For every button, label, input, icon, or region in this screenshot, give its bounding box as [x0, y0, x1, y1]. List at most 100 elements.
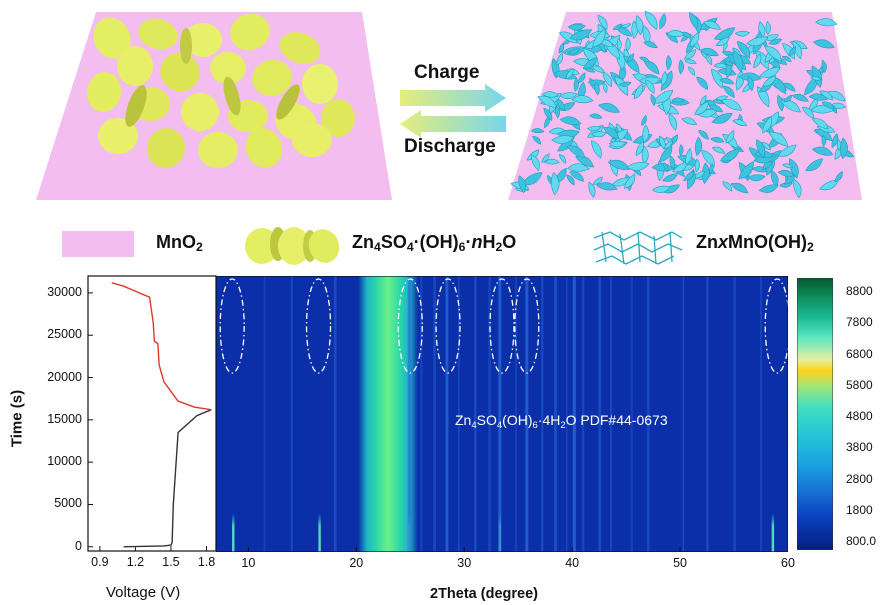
nanosheet-flake	[687, 66, 696, 76]
heatmap-faint-line	[733, 276, 737, 552]
nanosheet-legend-icon	[593, 231, 683, 265]
charge-curve	[111, 282, 212, 411]
heatmap-faint-line	[582, 276, 585, 552]
nanosheet-flake	[762, 75, 777, 87]
nanosheet-flake	[592, 176, 603, 185]
two-theta-tick-label: 50	[673, 556, 688, 570]
nanosheet-flake	[792, 40, 802, 60]
nanosheet-flake	[650, 94, 656, 107]
nanosheet-flake	[810, 76, 822, 81]
nanosheet-flake	[746, 36, 769, 47]
voltage-tick-label: 0.9	[91, 555, 109, 569]
heatmap-faint-line	[646, 276, 650, 552]
nanosheet-flake	[541, 153, 550, 163]
discharge-curve	[123, 409, 212, 548]
nanosheet-flake	[689, 31, 700, 48]
nanosheet-flake	[813, 39, 835, 49]
nanosheet-flake	[703, 20, 722, 30]
time-tick-label: 10000	[47, 454, 82, 469]
nanosheet-flake	[685, 148, 693, 166]
nanosheet-flake	[623, 173, 636, 189]
nanosheet-flake	[582, 56, 598, 70]
nanosheet-flake	[770, 76, 787, 95]
nanosheet-flake	[683, 49, 697, 60]
nanosheet-flake	[661, 71, 668, 87]
heatmap-faint-line	[760, 276, 762, 552]
nanosheet-flake	[784, 174, 796, 185]
nanosheet-flake	[738, 72, 762, 81]
nanosheet-flake	[730, 182, 749, 194]
nanosheet-flake	[732, 50, 744, 73]
nanosheet-flake	[668, 113, 678, 131]
nanosheet-flake	[551, 135, 575, 144]
colorbar-tick-label: 800.0	[846, 534, 877, 548]
nanosheet-flake	[719, 77, 735, 85]
nanosheet-flake	[559, 154, 567, 164]
heatmap-peak-line	[771, 466, 775, 552]
nanosheet-flake	[602, 126, 620, 140]
zn-sulfate-hydroxide-platelets	[86, 13, 355, 168]
nanosheet-flake	[626, 162, 650, 171]
time-tick-label: 25000	[47, 327, 82, 342]
nanosheet-flake	[662, 140, 673, 149]
nanosheet-flake	[734, 30, 750, 37]
nanosheet-flake	[589, 113, 603, 119]
heatmap-faint-line	[263, 276, 266, 552]
nanosheet-flake	[559, 31, 578, 44]
heatmap-faint-line	[682, 276, 685, 552]
nanosheet-flake	[721, 98, 743, 111]
nanosheet-flake	[618, 81, 632, 87]
nanosheet-flake	[732, 119, 748, 127]
nanosheet-flake	[793, 179, 802, 199]
nanosheet-flake	[566, 174, 575, 186]
nanosheet-flake	[812, 118, 829, 130]
nanosheet-flake	[577, 72, 586, 84]
nanosheet-flake	[808, 93, 829, 101]
nanosheet-flake	[544, 116, 550, 129]
nanosheet-flake	[709, 163, 714, 175]
voltage-plot-frame	[87, 275, 217, 552]
heatmap-faint-line	[515, 276, 517, 552]
two-theta-axis-label: 2Theta (degree)	[430, 586, 538, 602]
dashed-peak-ellipse	[514, 278, 540, 374]
dashed-peak-ellipse	[305, 278, 332, 374]
nanosheet-flake	[569, 29, 592, 41]
colorbar-gradient	[797, 278, 833, 550]
two-theta-tick-label: 60	[781, 556, 795, 570]
nanosheet-flake	[592, 29, 606, 48]
nanosheet-flake	[532, 135, 542, 145]
colorbar	[797, 278, 833, 550]
nanosheet-flake	[768, 38, 783, 45]
nanosheet-flake	[568, 48, 580, 55]
colorbar-tick-label: 6800	[846, 346, 873, 361]
nanosheet-flake	[643, 41, 658, 48]
nanosheet-flake	[526, 149, 540, 161]
nanosheet-flake	[608, 159, 630, 170]
nanosheet-flake	[711, 146, 726, 154]
heatmap-band-line	[498, 276, 502, 552]
nanosheet-flake	[679, 144, 684, 157]
time-tick-label: 0	[75, 538, 82, 553]
heatmap-faint-line	[333, 276, 337, 552]
nanosheet-flake	[531, 154, 540, 172]
heatmap-band-line	[572, 276, 576, 552]
nanosheet-flake	[639, 56, 650, 63]
dashed-peak-ellipse	[764, 278, 788, 374]
heatmap-band-line	[525, 276, 529, 552]
in-situ-xrd-heatmap	[216, 276, 788, 552]
nanosheet-flake	[663, 162, 669, 173]
nanosheet-flake	[699, 95, 707, 106]
nanosheet-flake	[683, 170, 695, 181]
nanosheet-flake	[840, 137, 848, 160]
nanosheet-flake	[783, 94, 793, 103]
nanosheet-flake	[736, 41, 751, 59]
discharge-label: Discharge	[404, 136, 496, 157]
nanosheet-flake	[597, 14, 608, 31]
nanosheet-flake	[701, 149, 715, 168]
nanosheet-flake	[782, 82, 796, 92]
charge-label: Charge	[414, 62, 480, 83]
nanosheet-flake	[662, 173, 678, 182]
nanosheet-flake	[553, 70, 578, 80]
nanosheet-flake	[819, 179, 839, 191]
nanosheet-flake	[694, 101, 709, 115]
